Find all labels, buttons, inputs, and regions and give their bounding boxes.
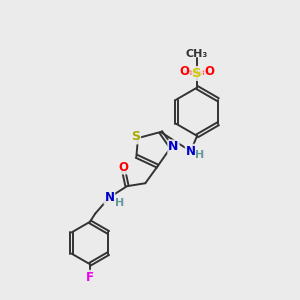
Text: S: S [131, 130, 140, 143]
Text: S: S [192, 67, 202, 80]
Text: CH₃: CH₃ [186, 49, 208, 59]
Text: F: F [86, 271, 94, 284]
Text: N: N [168, 140, 179, 153]
Text: O: O [205, 65, 214, 79]
Text: N: N [104, 191, 114, 204]
Text: H: H [195, 150, 205, 160]
Text: O: O [180, 65, 190, 79]
Text: N: N [186, 145, 196, 158]
Text: H: H [115, 198, 124, 208]
Text: O: O [118, 160, 128, 173]
